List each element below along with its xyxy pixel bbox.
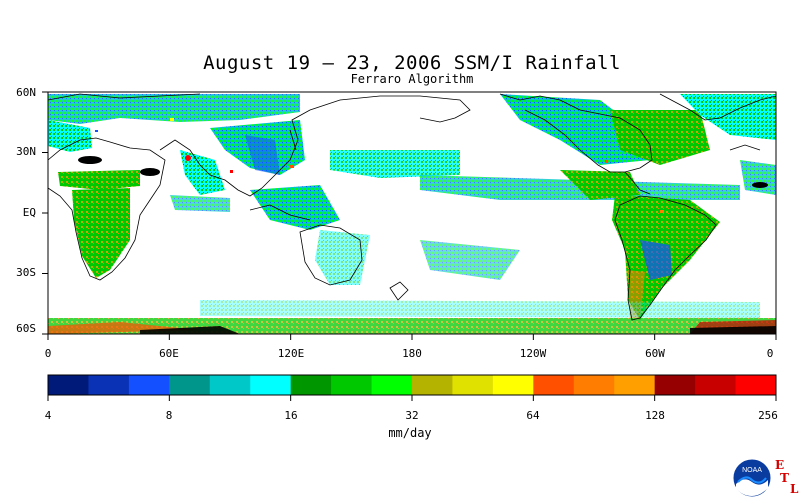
lat-label-30n: 30N	[16, 145, 36, 158]
logo-letter-e: E	[775, 458, 785, 472]
lat-ticks	[42, 91, 48, 335]
colorbar-swatch	[735, 375, 777, 395]
colorbar-swatch	[695, 375, 737, 395]
colorbar-swatch	[654, 375, 696, 395]
noaa-logo-text: NOAA	[742, 467, 762, 474]
colorbar-swatch	[128, 375, 170, 395]
lon-label-120w: 120W	[519, 347, 547, 360]
lat-label-60s: 60S	[16, 322, 36, 335]
colorbar-swatch	[331, 375, 373, 395]
colorbar-swatch	[290, 375, 332, 395]
colorbar-label-256: 256	[758, 409, 778, 422]
lon-label-60e: 60E	[159, 347, 179, 360]
colorbar-label-32: 32	[405, 409, 419, 422]
colorbar-swatch	[169, 375, 211, 395]
colorbar-label-128: 128	[645, 409, 665, 422]
lat-label-eq: EQ	[22, 206, 36, 219]
lon-label-0-left: 0	[44, 347, 52, 360]
colorbar	[48, 375, 777, 395]
colorbar-label-64: 64	[526, 409, 540, 422]
colorbar-ticks	[47, 395, 777, 401]
colorbar-swatch	[209, 375, 251, 395]
colorbar-swatch	[614, 375, 656, 395]
colorbar-swatch	[412, 375, 453, 395]
colorbar-swatch	[533, 375, 575, 395]
lat-label-60n: 60N	[16, 86, 36, 99]
lon-label-0-right: 0	[766, 347, 774, 360]
rainfall-field	[48, 94, 776, 334]
colorbar-swatch	[371, 375, 413, 395]
map-title: August 19 – 23, 2006 SSM/I Rainfall	[203, 52, 621, 74]
logo-letter-t: T	[780, 471, 789, 485]
colorbar-swatch	[48, 375, 89, 395]
coastlines	[48, 93, 776, 321]
colorbar-unit: mm/day	[388, 426, 432, 440]
colorbar-label-16: 16	[284, 409, 298, 422]
noaa-logo: NOAA	[732, 458, 772, 498]
colorbar-label-4: 4	[44, 409, 52, 422]
lon-label-60w: 60W	[645, 347, 665, 360]
lon-label-180: 180	[402, 347, 422, 360]
lon-ticks	[47, 334, 777, 340]
lon-label-120e: 120E	[277, 347, 305, 360]
map-subtitle: Ferraro Algorithm	[350, 72, 474, 86]
logo-letter-l: L	[790, 482, 799, 496]
colorbar-label-8: 8	[165, 409, 173, 422]
colorbar-swatch	[452, 375, 494, 395]
colorbar-swatch	[250, 375, 292, 395]
lat-label-30s: 30S	[16, 266, 36, 279]
land-specks	[95, 118, 664, 213]
colorbar-swatch	[88, 375, 130, 395]
colorbar-swatch	[573, 375, 615, 395]
colorbar-swatch	[492, 375, 534, 395]
